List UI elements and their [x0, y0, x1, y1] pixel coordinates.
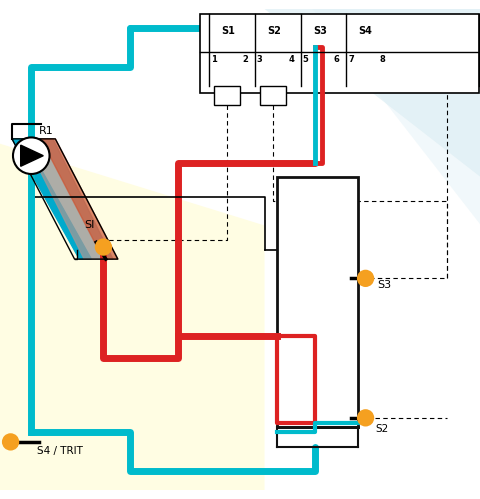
Text: S3: S3	[312, 26, 326, 36]
FancyBboxPatch shape	[259, 86, 286, 105]
Polygon shape	[264, 9, 480, 177]
Circle shape	[356, 409, 373, 427]
Text: R1: R1	[38, 126, 53, 136]
Text: S1: S1	[221, 26, 235, 36]
Polygon shape	[312, 9, 480, 226]
Circle shape	[356, 269, 373, 287]
Polygon shape	[0, 144, 264, 490]
Circle shape	[2, 433, 19, 451]
Circle shape	[95, 239, 112, 256]
FancyBboxPatch shape	[199, 14, 478, 93]
Text: 3: 3	[256, 55, 262, 64]
Text: 8: 8	[379, 55, 384, 64]
Text: 7: 7	[348, 55, 353, 64]
Polygon shape	[21, 145, 43, 166]
Polygon shape	[41, 139, 118, 259]
Polygon shape	[24, 139, 113, 259]
Text: S3: S3	[377, 280, 391, 290]
Text: S2: S2	[374, 424, 388, 434]
Text: S4 / TRIT: S4 / TRIT	[37, 446, 83, 456]
Text: 2: 2	[242, 55, 248, 64]
Polygon shape	[276, 177, 358, 428]
FancyBboxPatch shape	[214, 86, 240, 105]
Text: 1: 1	[211, 55, 216, 64]
Text: SI: SI	[84, 220, 95, 230]
Text: 5: 5	[302, 55, 308, 64]
Polygon shape	[12, 139, 91, 259]
Text: S2: S2	[267, 26, 280, 36]
Circle shape	[13, 137, 49, 174]
Text: 6: 6	[333, 55, 339, 64]
Text: S4: S4	[358, 26, 372, 36]
Text: 4: 4	[288, 55, 293, 64]
